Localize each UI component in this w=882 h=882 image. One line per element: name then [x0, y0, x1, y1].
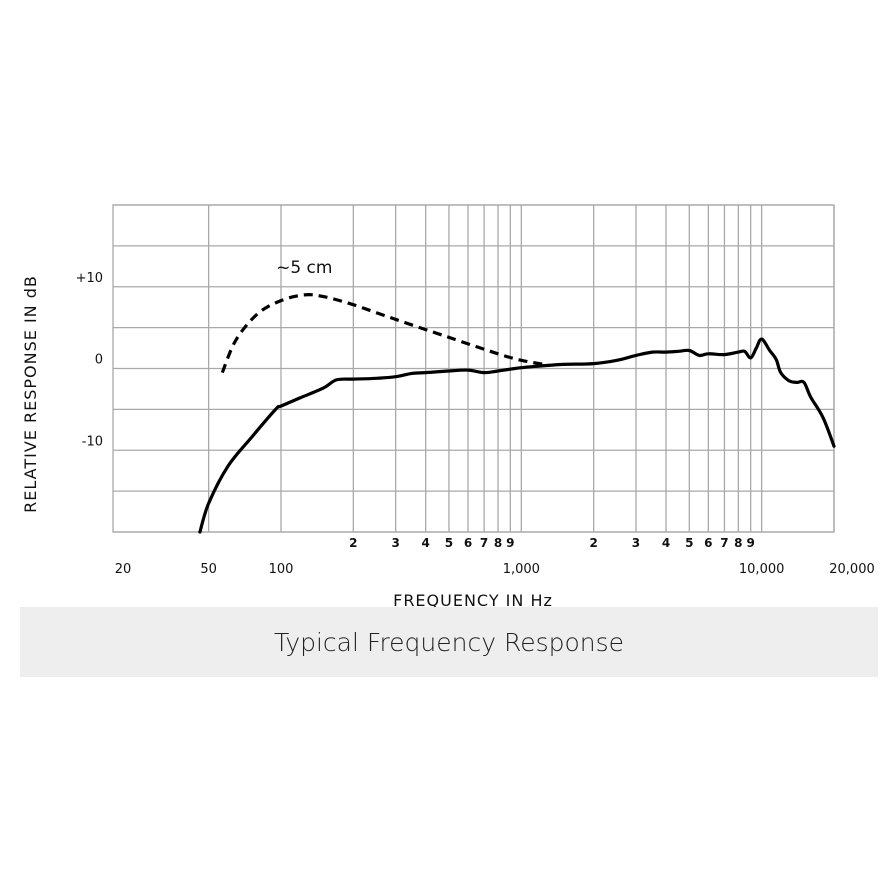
y-tick-label: 0: [95, 353, 103, 368]
x-major-tick-label: 10,000: [739, 562, 785, 577]
x-minor-tick-label: 6: [704, 536, 712, 550]
x-minor-tick-label: 9: [746, 536, 754, 550]
x-minor-tick-label: 3: [391, 536, 399, 550]
x-minor-tick-label: 8: [494, 536, 502, 550]
x-major-tick-label: 20: [115, 562, 132, 577]
series-layer: [198, 293, 836, 534]
typical-response-line: [198, 337, 836, 534]
chart-grid: [113, 204, 835, 533]
y-tick-labels: +10 0 -10: [76, 271, 103, 450]
curve-annotation: ~5 cm: [276, 258, 332, 278]
y-tick-label: -10: [82, 434, 103, 449]
x-major-tick-label: 1,000: [503, 562, 540, 577]
y-axis-label: RELATIVE RESPONSE IN dB: [21, 275, 40, 513]
x-minor-tick-label: 3: [632, 536, 640, 550]
x-minor-tick-label: 2: [589, 536, 597, 550]
x-major-tick-label: 20,000: [829, 562, 875, 577]
x-minor-tick-label: 7: [720, 536, 728, 550]
x-major-tick-label: 100: [269, 562, 294, 577]
annotations: ~5 cm: [276, 258, 332, 278]
x-axis-label: FREQUENCY IN Hz: [393, 591, 553, 610]
chart-caption: Typical Frequency Response: [273, 627, 625, 657]
x-minor-tick-label: 4: [422, 536, 430, 550]
plot-frame: [112, 204, 835, 533]
x-minor-tick-label: 2: [349, 536, 357, 550]
caption-bar: Typical Frequency Response: [20, 607, 878, 677]
x-minor-tick-label: 4: [662, 536, 670, 550]
x-minor-tick-label: 5: [445, 536, 453, 550]
x-minor-tick-label: 5: [685, 536, 693, 550]
x-minor-tick-label: 8: [734, 536, 742, 550]
x-minor-tick-label: 9: [506, 536, 514, 550]
y-tick-label: +10: [76, 271, 103, 286]
x-minor-tick-label: 6: [464, 536, 472, 550]
x-minor-tick-label: 7: [480, 536, 488, 550]
x-major-tick-labels: 20 50 100 1,000 10,000 20,000: [115, 562, 875, 577]
close-proximity-response-line: [220, 293, 549, 374]
x-major-tick-label: 50: [200, 562, 217, 577]
